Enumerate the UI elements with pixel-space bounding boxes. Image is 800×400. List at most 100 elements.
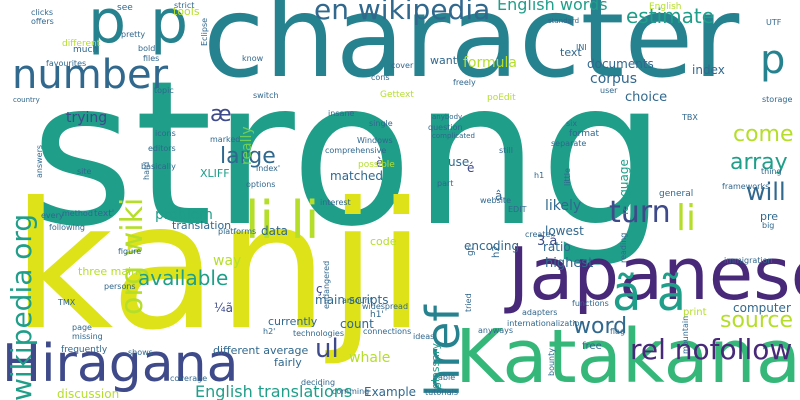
cloud-word: mountain — [681, 315, 690, 354]
cloud-word: Example — [364, 385, 417, 399]
cloud-word: connections — [363, 327, 412, 336]
cloud-word: p — [88, 0, 127, 57]
cloud-word: index' — [256, 164, 281, 173]
cloud-word: rel nofollow — [630, 333, 793, 366]
cloud-word: part — [437, 179, 454, 188]
cloud-word: options — [246, 180, 276, 189]
cloud-word: figure — [118, 247, 142, 256]
cloud-word: way — [213, 253, 242, 269]
cloud-word: p — [150, 0, 189, 57]
cloud-word: code — [370, 235, 397, 248]
cloud-word: è — [376, 156, 384, 170]
cloud-word: é — [467, 161, 475, 175]
cloud-word: word — [573, 314, 628, 339]
cloud-word: interest — [320, 198, 351, 207]
cloud-word: English words — [497, 0, 608, 14]
cloud-word: Katakana — [455, 314, 800, 400]
cloud-word: kanji — [12, 166, 426, 369]
cloud-word: internationalization — [507, 319, 585, 328]
cloud-word: choice — [625, 90, 668, 105]
cloud-word: translation — [172, 219, 232, 232]
cloud-word: use — [448, 155, 470, 169]
cloud-word: separate — [551, 139, 587, 148]
cloud-word: estimate — [626, 4, 715, 28]
cloud-word: lowest — [545, 224, 584, 238]
cloud-word: user — [600, 86, 618, 95]
cloud-word: character — [203, 0, 740, 103]
cloud-word: anybody — [432, 113, 463, 121]
cloud-word: will — [746, 178, 786, 206]
cloud-word: files — [143, 54, 160, 63]
cloud-word: Hiragana — [2, 334, 239, 394]
cloud-word: marked — [210, 135, 241, 144]
cloud-word: country — [13, 96, 40, 104]
cloud-word: really — [239, 126, 255, 165]
cloud-word: fairly — [274, 356, 302, 369]
cloud-word: h2' — [263, 327, 276, 336]
cloud-word: English translations — [195, 382, 353, 400]
cloud-word: computer — [733, 301, 791, 315]
cloud-word: immigration — [724, 256, 773, 265]
cloud-word: basically — [141, 162, 176, 171]
cloud-word: encoding — [464, 239, 520, 253]
cloud-word: know — [242, 54, 264, 63]
cloud-word: adapters — [522, 308, 558, 317]
cloud-word: corpus — [590, 71, 638, 87]
cloud-word: language — [617, 159, 631, 215]
cloud-word: frameworks — [722, 182, 770, 191]
cloud-word: comming — [332, 387, 370, 396]
cloud-word: bold — [138, 44, 156, 53]
cloud-word: able — [438, 373, 456, 382]
cloud-word: XLIFF — [200, 167, 230, 180]
cloud-word: format — [569, 129, 600, 139]
cloud-word: ç — [316, 282, 323, 296]
cloud-word: ideas — [413, 332, 435, 341]
cloud-word: INI — [576, 43, 587, 52]
cloud-word: little — [563, 168, 572, 186]
cloud-word: different — [62, 39, 101, 49]
cloud-word: Windows — [357, 136, 393, 145]
cloud-word: large — [220, 144, 276, 169]
cloud-word: answers — [35, 144, 44, 178]
cloud-word: matched — [330, 169, 383, 183]
cloud-word: ã ã — [612, 266, 687, 322]
cloud-word: anyways — [478, 326, 514, 335]
cloud-word: text — [560, 46, 582, 59]
cloud-word: li — [676, 198, 697, 239]
cloud-word: standard — [548, 17, 580, 25]
cloud-word: complicated — [432, 132, 475, 140]
cloud-word: TBX — [682, 113, 698, 122]
cloud-word: number — [12, 52, 169, 98]
cloud-word: org wiki — [115, 197, 150, 315]
cloud-word: see — [117, 3, 133, 13]
cloud-word: poEdit — [487, 93, 516, 103]
cloud-word: method — [62, 209, 93, 218]
cloud-word: clicks — [31, 8, 54, 17]
cloud-word: ratio — [543, 240, 571, 254]
cloud-word: whale — [349, 350, 391, 366]
cloud-word: icons — [155, 129, 176, 138]
cloud-word: comprehensive — [325, 146, 387, 155]
cloud-word: frequently — [61, 345, 108, 355]
cloud-word: tried — [464, 293, 473, 312]
cloud-word: available — [138, 266, 229, 290]
cloud-word: pre — [760, 210, 779, 223]
cloud-word: possible — [358, 160, 395, 170]
cloud-word: much — [73, 45, 99, 55]
cloud-word: likely — [545, 198, 582, 214]
cloud-word: cover — [391, 61, 414, 70]
cloud-word: storage — [762, 95, 793, 104]
cloud-word: big — [762, 221, 775, 230]
cloud-word: print — [683, 307, 707, 318]
cloud-word: reading — [619, 232, 628, 263]
cloud-word: flag — [610, 327, 626, 336]
cloud-word: href — [416, 305, 470, 397]
cloud-word: technologies — [293, 329, 344, 338]
cloud-word: shows — [128, 348, 153, 357]
cloud-word: platforms — [218, 227, 257, 236]
cloud-word: want — [430, 54, 458, 67]
cloud-word: data — [261, 224, 289, 238]
cloud-word: source — [720, 308, 794, 333]
cloud-word: still — [499, 146, 513, 155]
